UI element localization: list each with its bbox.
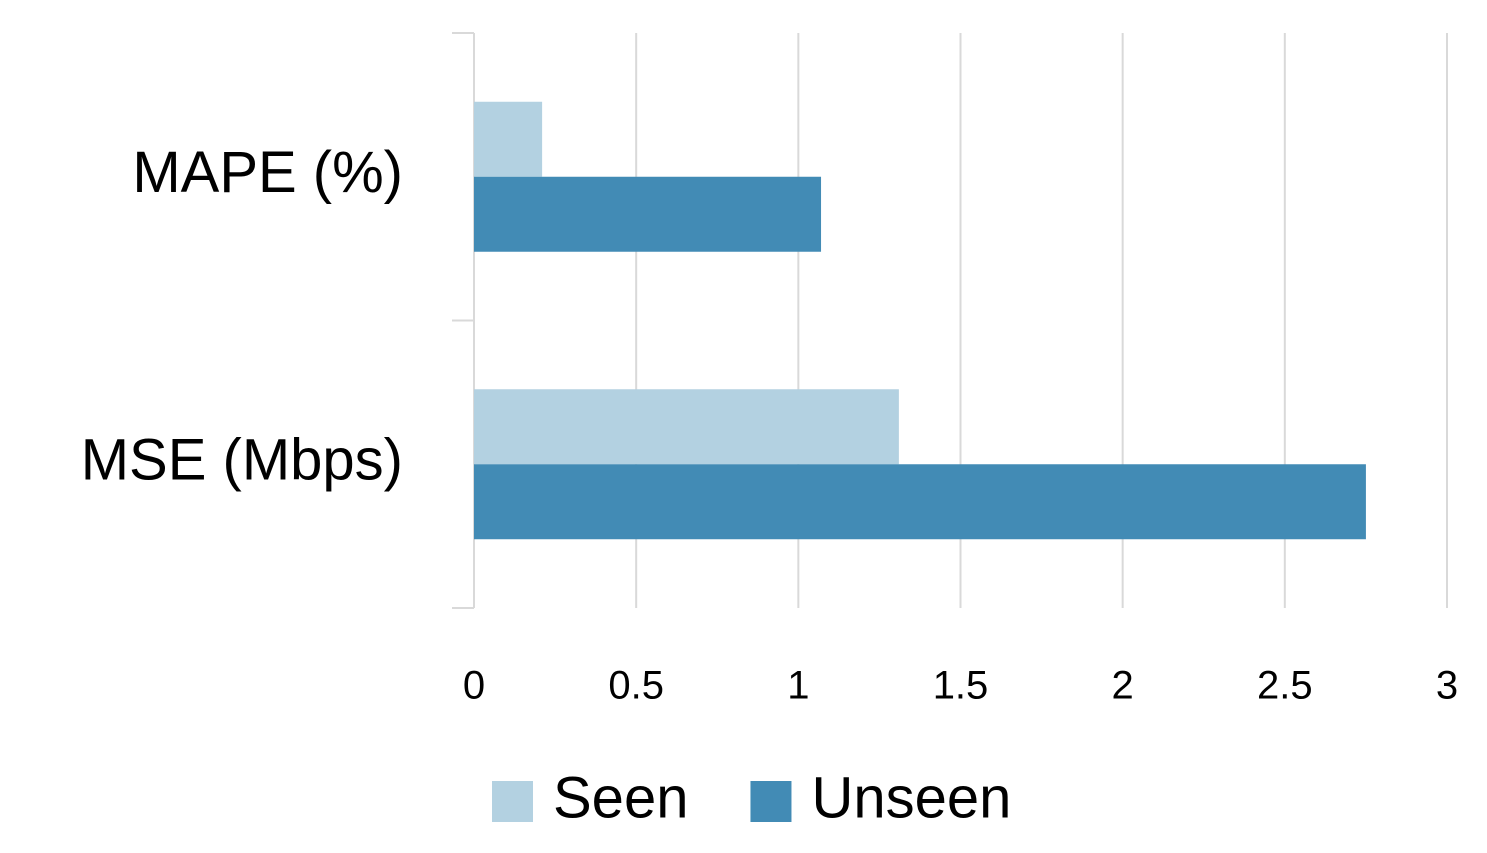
x-tick-label: 1.5: [933, 664, 989, 708]
x-tick-label: 2: [1112, 664, 1134, 708]
legend-label: Unseen: [811, 765, 1011, 830]
y-tick-label: MSE (Mbps): [81, 428, 403, 493]
legend-swatch: [492, 781, 533, 822]
bar: [474, 176, 822, 252]
x-tick-label: 1: [787, 664, 809, 708]
legend-swatch: [750, 781, 792, 822]
x-tick-label: 3: [1436, 664, 1458, 708]
bar: [474, 389, 899, 465]
x-tick-label: 2.5: [1257, 664, 1313, 708]
bar: [474, 464, 1366, 540]
x-tick-label: 0.5: [608, 664, 664, 708]
y-tick-label: MAPE (%): [132, 140, 403, 205]
bar: [474, 101, 543, 177]
x-tick-label: 0: [463, 664, 485, 708]
legend-label: Seen: [553, 765, 688, 830]
